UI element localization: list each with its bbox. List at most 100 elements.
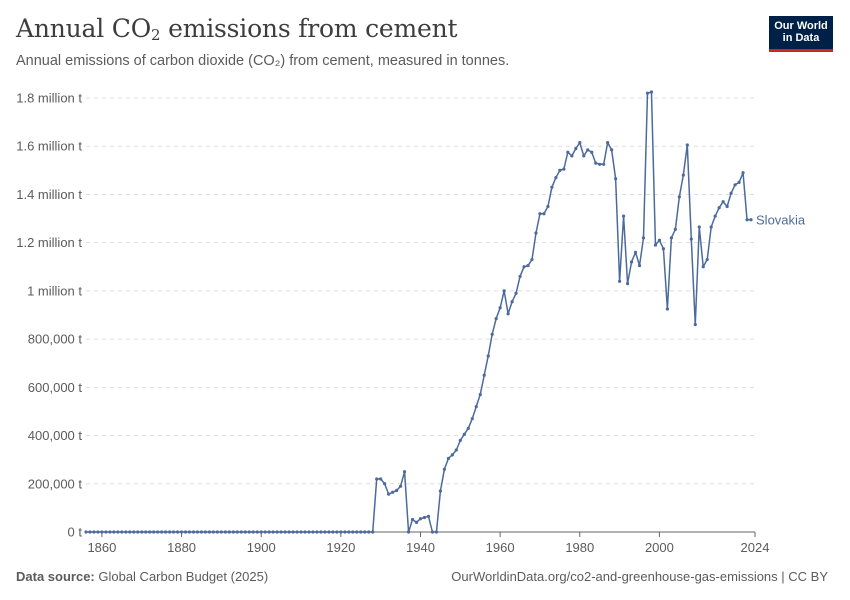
data-point-1867 [128,530,132,534]
data-point-1966 [522,265,526,269]
data-point-2019 [733,183,737,187]
data-point-2012 [705,257,709,262]
chart-title: Annual CO2 emissions from cement [16,14,458,44]
x-tick-label-1: 1880 [167,540,196,555]
data-point-1984 [594,161,598,165]
grid-lines [86,97,755,485]
data-point-1914 [315,530,319,534]
data-point-1912 [307,530,311,534]
data-point-1976 [562,167,566,171]
y-axis-ticks: 0 t 200,000 t 400,000 t 600,000 t 800,000 t 1… [16,91,82,540]
x-tick-label-7: 2000 [645,540,674,555]
data-point-1884 [195,530,200,534]
data-point-1938 [410,517,415,522]
source-url-link[interactable]: OurWorldinData.org/co2-and-greenhouse-ga… [451,569,828,584]
data-point-1957 [486,354,490,358]
data-point-2007 [685,143,689,147]
data-point-1945 [438,489,443,493]
x-tick-label-5: 1960 [486,540,515,555]
y-tick-label-2: 400,000 t [28,428,83,443]
y-tick-label-6: 1.2 million t [16,235,82,250]
data-point-1952 [466,426,470,430]
data-point-1865 [120,530,124,534]
data-point-2008 [689,237,693,241]
data-point-1955 [478,392,482,397]
data-point-2017 [725,204,729,209]
data-point-1959 [494,317,498,321]
y-tick-label-8: 1.6 million t [16,139,82,154]
data-point-1923 [351,530,355,534]
y-tick-label-5: 1 million t [27,283,82,298]
data-point-1913 [311,530,315,534]
data-point-1953 [470,417,474,421]
data-point-1878 [172,530,176,534]
data-point-1973 [550,185,554,189]
data-point-1882 [187,530,192,534]
series-line-slovakia [86,91,752,533]
data-point-1967 [526,263,530,268]
data-point-1911 [303,530,307,534]
data-point-1909 [295,530,299,534]
data-point-1917 [327,530,331,534]
data-point-1935 [398,484,403,488]
data-point-1940 [418,517,423,521]
data-point-1965 [518,274,522,279]
data-point-1904 [275,530,279,534]
data-point-2004 [673,227,677,232]
data-point-1944 [434,530,439,534]
y-tick-label-9: 1.8 million t [16,91,82,106]
data-point-1951 [462,432,466,436]
data-point-1861 [104,530,108,534]
data-point-2006 [681,173,685,177]
data-point-1948 [450,453,454,457]
data-point-1910 [299,530,303,534]
data-point-1977 [566,150,570,154]
data-point-2018 [729,191,733,195]
data-point-1868 [132,530,136,534]
data-point-1915 [319,530,323,534]
data-point-1936 [402,470,407,474]
data-point-1986 [602,162,606,166]
data-point-1954 [474,405,478,409]
data-point-1907 [287,530,291,534]
data-point-1996 [641,236,646,240]
data-point-1862 [108,530,112,534]
data-point-1920 [339,530,343,534]
data-point-1863 [112,530,116,534]
owid-logo[interactable]: Our World in Data [769,16,833,52]
data-point-1983 [590,150,594,154]
y-tick-label-1: 200,000 t [28,476,83,491]
data-point-1875 [160,530,164,534]
data-point-1879 [175,530,180,534]
data-point-1921 [343,530,347,534]
data-point-1961 [502,289,506,293]
data-point-1949 [454,448,458,452]
data-point-1958 [490,332,494,336]
data-point-1995 [637,263,642,268]
data-point-1894 [235,530,239,534]
data-point-1937 [406,530,411,534]
data-point-1989 [614,177,618,181]
data-point-1972 [546,204,550,209]
x-tick-label-3: 1920 [326,540,355,555]
data-point-1998 [649,90,654,94]
data-point-1905 [279,530,283,534]
data-point-2016 [721,200,725,204]
data-point-1895 [239,530,243,534]
data-point-2022 [745,218,749,222]
data-point-1903 [271,530,275,534]
data-point-1993 [629,260,634,264]
data-point-1860 [100,530,104,534]
data-point-2005 [677,195,681,199]
data-point-1932 [387,492,391,496]
data-point-1978 [570,154,574,158]
data-point-1908 [291,530,295,534]
data-point-2002 [665,307,669,311]
data-point-1928 [371,530,375,534]
data-point-2001 [661,247,666,251]
data-point-1897 [247,530,251,534]
data-point-2020 [737,180,741,184]
data-point-1864 [116,530,120,534]
data-source-label: Data source: [16,569,95,584]
data-point-1980 [578,141,582,145]
